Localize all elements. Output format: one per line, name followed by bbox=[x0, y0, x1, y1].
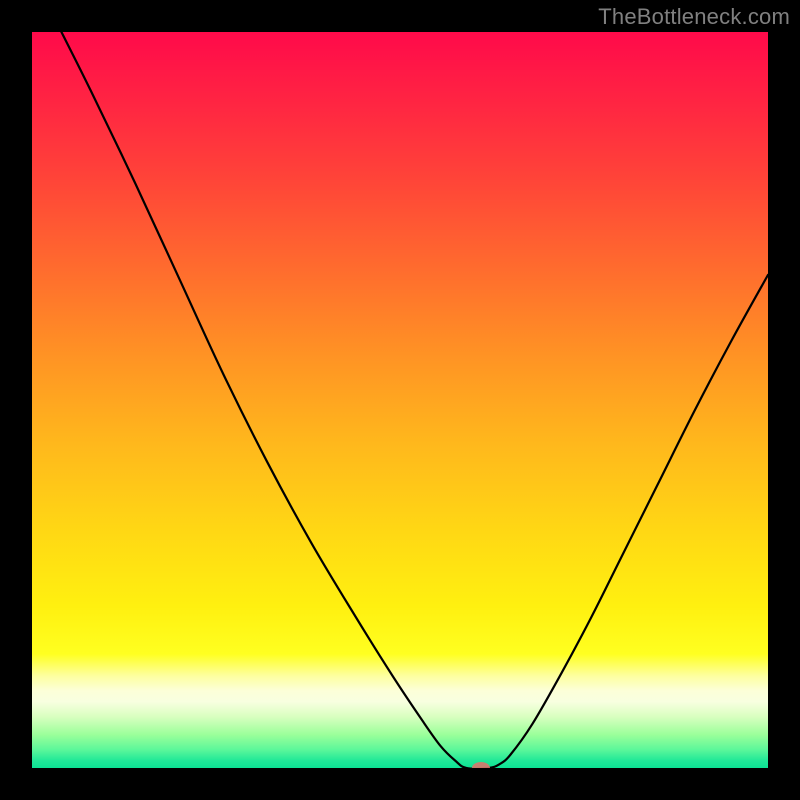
chart-container: TheBottleneck.com bbox=[0, 0, 800, 800]
plot-gradient bbox=[32, 32, 768, 768]
chart-svg bbox=[0, 0, 800, 800]
watermark-text: TheBottleneck.com bbox=[598, 4, 790, 30]
